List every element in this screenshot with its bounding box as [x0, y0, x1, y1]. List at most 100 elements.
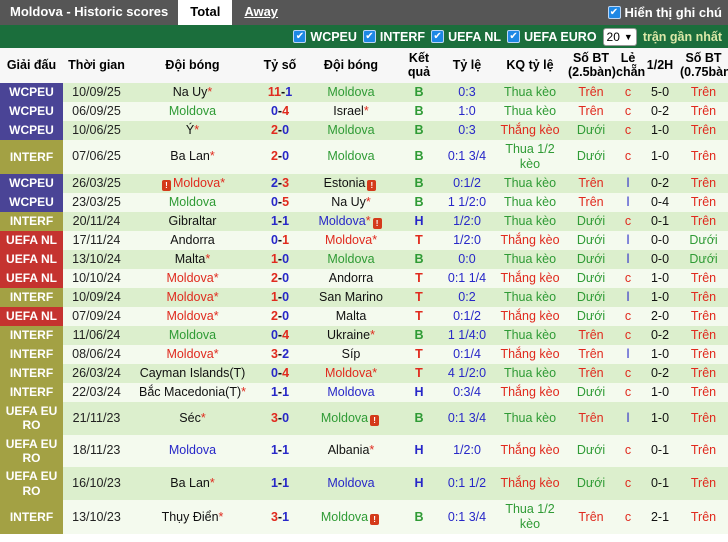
- handicap-result: Thắng kèo: [493, 120, 567, 140]
- home-team-name: Moldova: [166, 346, 214, 361]
- match-count-select[interactable]: 20 ▼: [602, 27, 637, 46]
- match-date: 13/10/23: [63, 500, 130, 535]
- home-team-cell: Moldova: [130, 325, 255, 345]
- show-notes-toggle[interactable]: ✔ Hiển thị ghi chú: [607, 0, 728, 25]
- handicap-odds: 0:1 3/4: [441, 401, 493, 435]
- score-dash: -: [277, 149, 283, 164]
- odd-even: l: [615, 173, 641, 193]
- away-team-cell: Moldova: [305, 249, 397, 269]
- halftime-score: 0-0: [641, 230, 679, 250]
- competition-checkbox[interactable]: ✔: [507, 30, 521, 43]
- league-badge: UEFA EURO: [0, 467, 63, 501]
- competition-filter-wcpeu[interactable]: ✔ WCPEU: [293, 30, 357, 44]
- over-under-075: Trên: [679, 467, 728, 501]
- handicap-odds: 1 1/4:0: [441, 325, 493, 345]
- competition-label: UEFA EURO: [524, 29, 597, 44]
- filter-bar: ✔ WCPEU ✔ INTERF ✔ UEFA NL ✔ UEFA EURO 20 ▼ trậ…: [0, 25, 728, 48]
- home-team-name: Andorra: [170, 232, 215, 247]
- competition-filter-interf[interactable]: ✔ INTERF: [362, 30, 425, 44]
- handicap-odds: 1/2:0: [441, 434, 493, 468]
- handicap-result: Thua kèo: [493, 325, 567, 345]
- match-score: 3-0: [255, 401, 305, 435]
- result-letter: H: [397, 211, 441, 231]
- home-team-cell: Moldova*: [130, 287, 255, 307]
- over-under-075: Trên: [679, 173, 728, 193]
- score-dash: -: [277, 476, 283, 491]
- away-team-name: San Marino: [319, 289, 383, 304]
- match-score: 3-1: [255, 500, 305, 535]
- competition-label: UEFA NL: [448, 29, 502, 44]
- away-team-name: Estonia: [323, 175, 366, 190]
- over-under-25: Dưới: [567, 306, 615, 326]
- result-letter: H: [397, 467, 441, 501]
- home-team-cell: Cayman Islands(T): [130, 363, 255, 383]
- away-team-name: Israel: [333, 103, 364, 118]
- competition-filter-uefa-euro[interactable]: ✔ UEFA EURO: [507, 29, 597, 44]
- match-score: 1-1: [255, 382, 305, 402]
- over-under-25: Trên: [567, 344, 615, 364]
- result-letter: T: [397, 268, 441, 288]
- column-header-5: Kết quả: [397, 48, 441, 83]
- tab-away[interactable]: Away: [244, 4, 279, 19]
- match-date: 22/03/24: [63, 382, 130, 402]
- away-team-name: Moldova: [320, 509, 369, 524]
- column-header-7: KQ tỷ lệ: [493, 48, 567, 83]
- away-team-name: Moldova: [327, 122, 375, 137]
- home-team-name: Moldova: [166, 289, 214, 304]
- match-date: 06/09/25: [63, 101, 130, 121]
- star-icon: *: [209, 476, 215, 491]
- score-dash: -: [277, 251, 283, 266]
- column-header-11: Số BT (0.75bàn): [679, 48, 728, 83]
- red-card-icon: !: [370, 414, 380, 426]
- score-dash: -: [281, 84, 286, 99]
- competition-filter-uefa-nl[interactable]: ✔ UEFA NL: [431, 30, 501, 44]
- handicap-result: Thua kèo: [493, 401, 567, 435]
- red-card-icon: !: [372, 217, 382, 229]
- score-dash: -: [277, 384, 283, 399]
- match-date: 11/06/24: [63, 325, 130, 345]
- title-bar: Moldova - Historic scores Total Away ✔ H…: [0, 0, 728, 25]
- competition-checkbox[interactable]: ✔: [362, 30, 376, 43]
- over-under-075: Trên: [679, 382, 728, 402]
- away-score: 1: [282, 476, 290, 491]
- away-team-name: Moldova: [318, 213, 366, 228]
- handicap-odds: 0:1/4: [441, 344, 493, 364]
- halftime-score: 1-0: [641, 344, 679, 364]
- home-team-cell: Na Uy*: [130, 82, 255, 102]
- over-under-25: Dưới: [567, 287, 615, 307]
- away-team-cell: Moldova: [305, 120, 397, 140]
- away-score: 0: [282, 270, 290, 285]
- league-badge: INTERF: [0, 139, 63, 174]
- star-icon: *: [220, 175, 226, 190]
- home-score: 3: [270, 410, 278, 425]
- league-badge: UEFA EURO: [0, 434, 63, 468]
- away-team-cell: Moldova: [305, 82, 397, 102]
- star-icon: *: [365, 213, 371, 228]
- odd-even: l: [615, 287, 641, 307]
- home-score: 1: [270, 251, 278, 266]
- competition-checkbox[interactable]: ✔: [293, 30, 307, 43]
- away-team-name: Andorra: [328, 270, 374, 285]
- away-score: 0: [282, 410, 290, 425]
- over-under-075: Trên: [679, 306, 728, 326]
- home-score: 3: [270, 509, 278, 524]
- show-notes-checkbox[interactable]: ✔: [607, 6, 621, 19]
- table-row: INTERF 22/03/24 Bắc Macedonia(T)* 1-1 Moldov…: [0, 382, 728, 402]
- tab-total[interactable]: Total: [178, 0, 233, 25]
- away-team-cell: Na Uy*: [305, 192, 397, 212]
- handicap-result: Thua kèo: [493, 287, 567, 307]
- table-row: WCPEU 26/03/25! Moldova* 2-3 Estonia! B 0:1/2 T…: [0, 173, 728, 193]
- red-card-icon: !: [367, 179, 377, 191]
- over-under-075: Trên: [679, 268, 728, 288]
- table-row: INTERF 26/03/24 Cayman Islands(T) 0-4 Moldov…: [0, 363, 728, 383]
- halftime-score: 0-2: [641, 363, 679, 383]
- column-header-10: 1/2H: [641, 48, 679, 83]
- competition-checkbox[interactable]: ✔: [431, 30, 445, 43]
- table-row: INTERF 10/09/24 Moldova* 1-0 San Marino T 0:2 T…: [0, 287, 728, 307]
- odd-even: c: [615, 306, 641, 326]
- home-score: 1: [270, 213, 278, 228]
- home-team-cell: Thụy Điển*: [130, 500, 255, 535]
- league-badge: UEFA NL: [0, 230, 63, 250]
- table-row: INTERF 20/11/24 Gibraltar 1-1 Moldova*! H 1/2:…: [0, 211, 728, 231]
- over-under-075: Trên: [679, 401, 728, 435]
